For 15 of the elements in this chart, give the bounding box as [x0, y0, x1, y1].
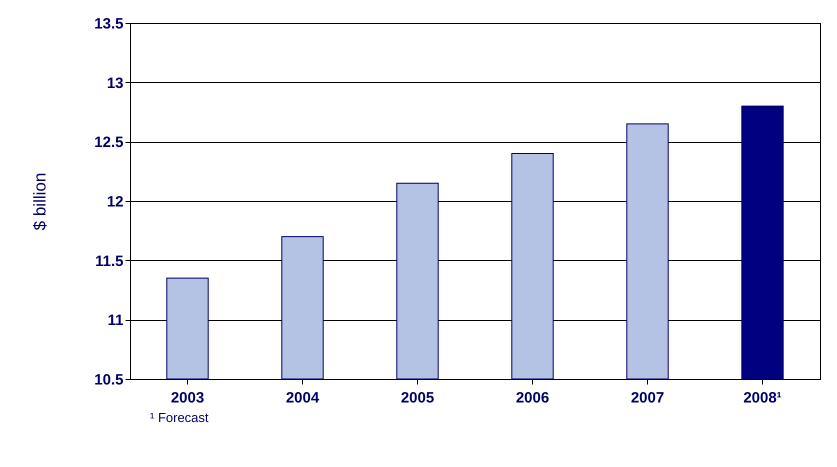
x-tick-label: 2003	[170, 390, 204, 406]
y-tick-label: 12.5	[94, 134, 124, 152]
y-tick-label: 10.5	[94, 372, 124, 388]
x-tick-label: 2005	[400, 390, 434, 406]
y-tick-label: 11	[108, 312, 124, 330]
y-tick-label: 11.5	[95, 252, 124, 270]
y-tick-label: 12	[106, 194, 124, 210]
x-tick-label: 2008¹	[743, 390, 782, 406]
y-axis-title: $ billion	[30, 172, 50, 230]
text: ¹ Forecast	[150, 410, 210, 425]
x-tick-label: 2007	[630, 390, 664, 406]
y-tick-label: 13.5	[94, 16, 124, 32]
x-tick-label: 2006	[516, 390, 550, 406]
y-tick-label: 13	[106, 74, 124, 92]
x-tick-label: 2004	[286, 390, 320, 406]
